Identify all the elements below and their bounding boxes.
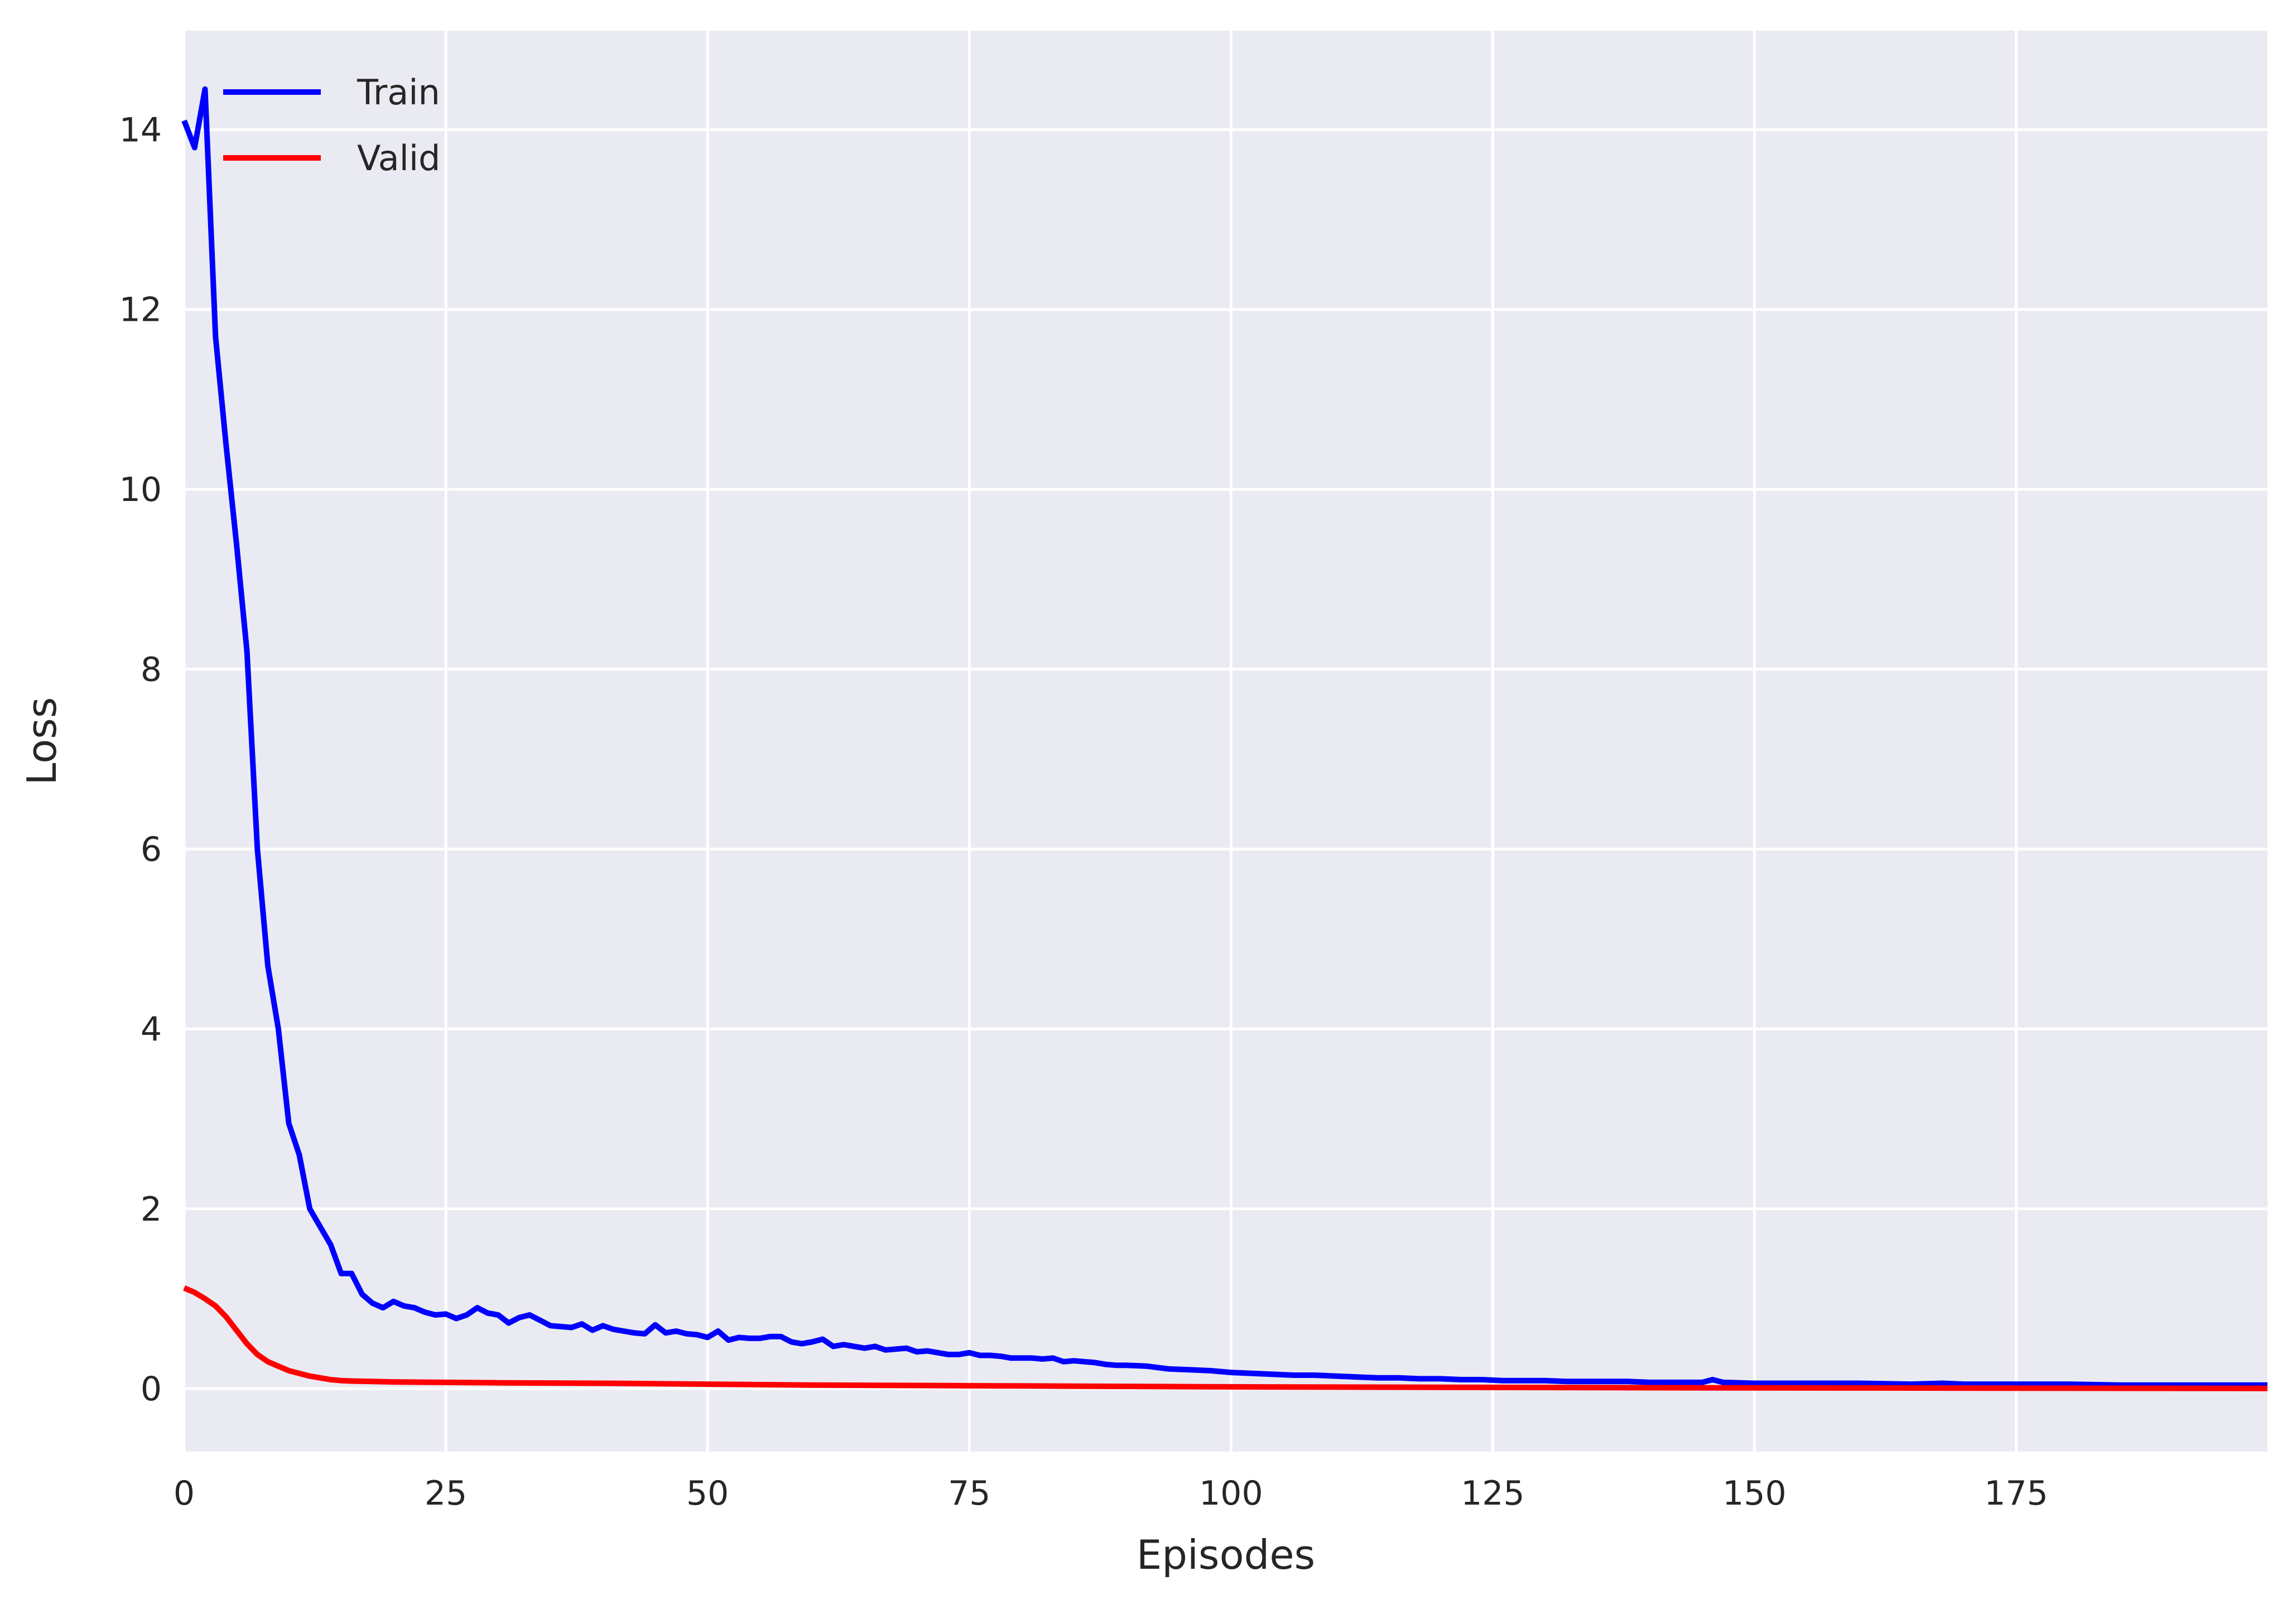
y-tick-label: 8 [141,650,162,690]
y-tick-label: 0 [141,1370,162,1409]
grid [182,31,2267,1452]
y-tick-label: 10 [119,470,162,509]
x-tick-label: 50 [686,1474,729,1513]
y-tick-label: 12 [119,291,162,330]
series-line-train [181,86,2267,1388]
series-line-valid [183,1285,2268,1391]
y-axis-title: Loss [18,697,65,786]
x-tick-labels: 0 25 50 75 100 125 150 175 [174,1474,2048,1513]
x-tick-label: 0 [174,1474,195,1513]
legend: Train Valid [223,72,440,179]
y-tick-label: 2 [141,1190,162,1229]
y-tick-label: 14 [119,110,162,150]
x-tick-label: 175 [1984,1474,2048,1513]
x-tick-label: 100 [1199,1474,1263,1513]
x-tick-label: 75 [948,1474,990,1513]
y-tick-label: 4 [141,1010,162,1049]
x-tick-label: 150 [1722,1474,1787,1513]
legend-label-valid: Valid [357,138,440,179]
x-tick-label: 125 [1461,1474,1525,1513]
plot-background [184,31,2267,1452]
x-axis-title: Episodes [1137,1531,1315,1578]
series [181,86,2268,1391]
legend-label-train: Train [357,72,440,113]
y-tick-labels: 0 2 4 6 8 10 12 14 [119,110,162,1409]
x-tick-label: 25 [425,1474,467,1513]
y-tick-label: 6 [141,830,162,869]
